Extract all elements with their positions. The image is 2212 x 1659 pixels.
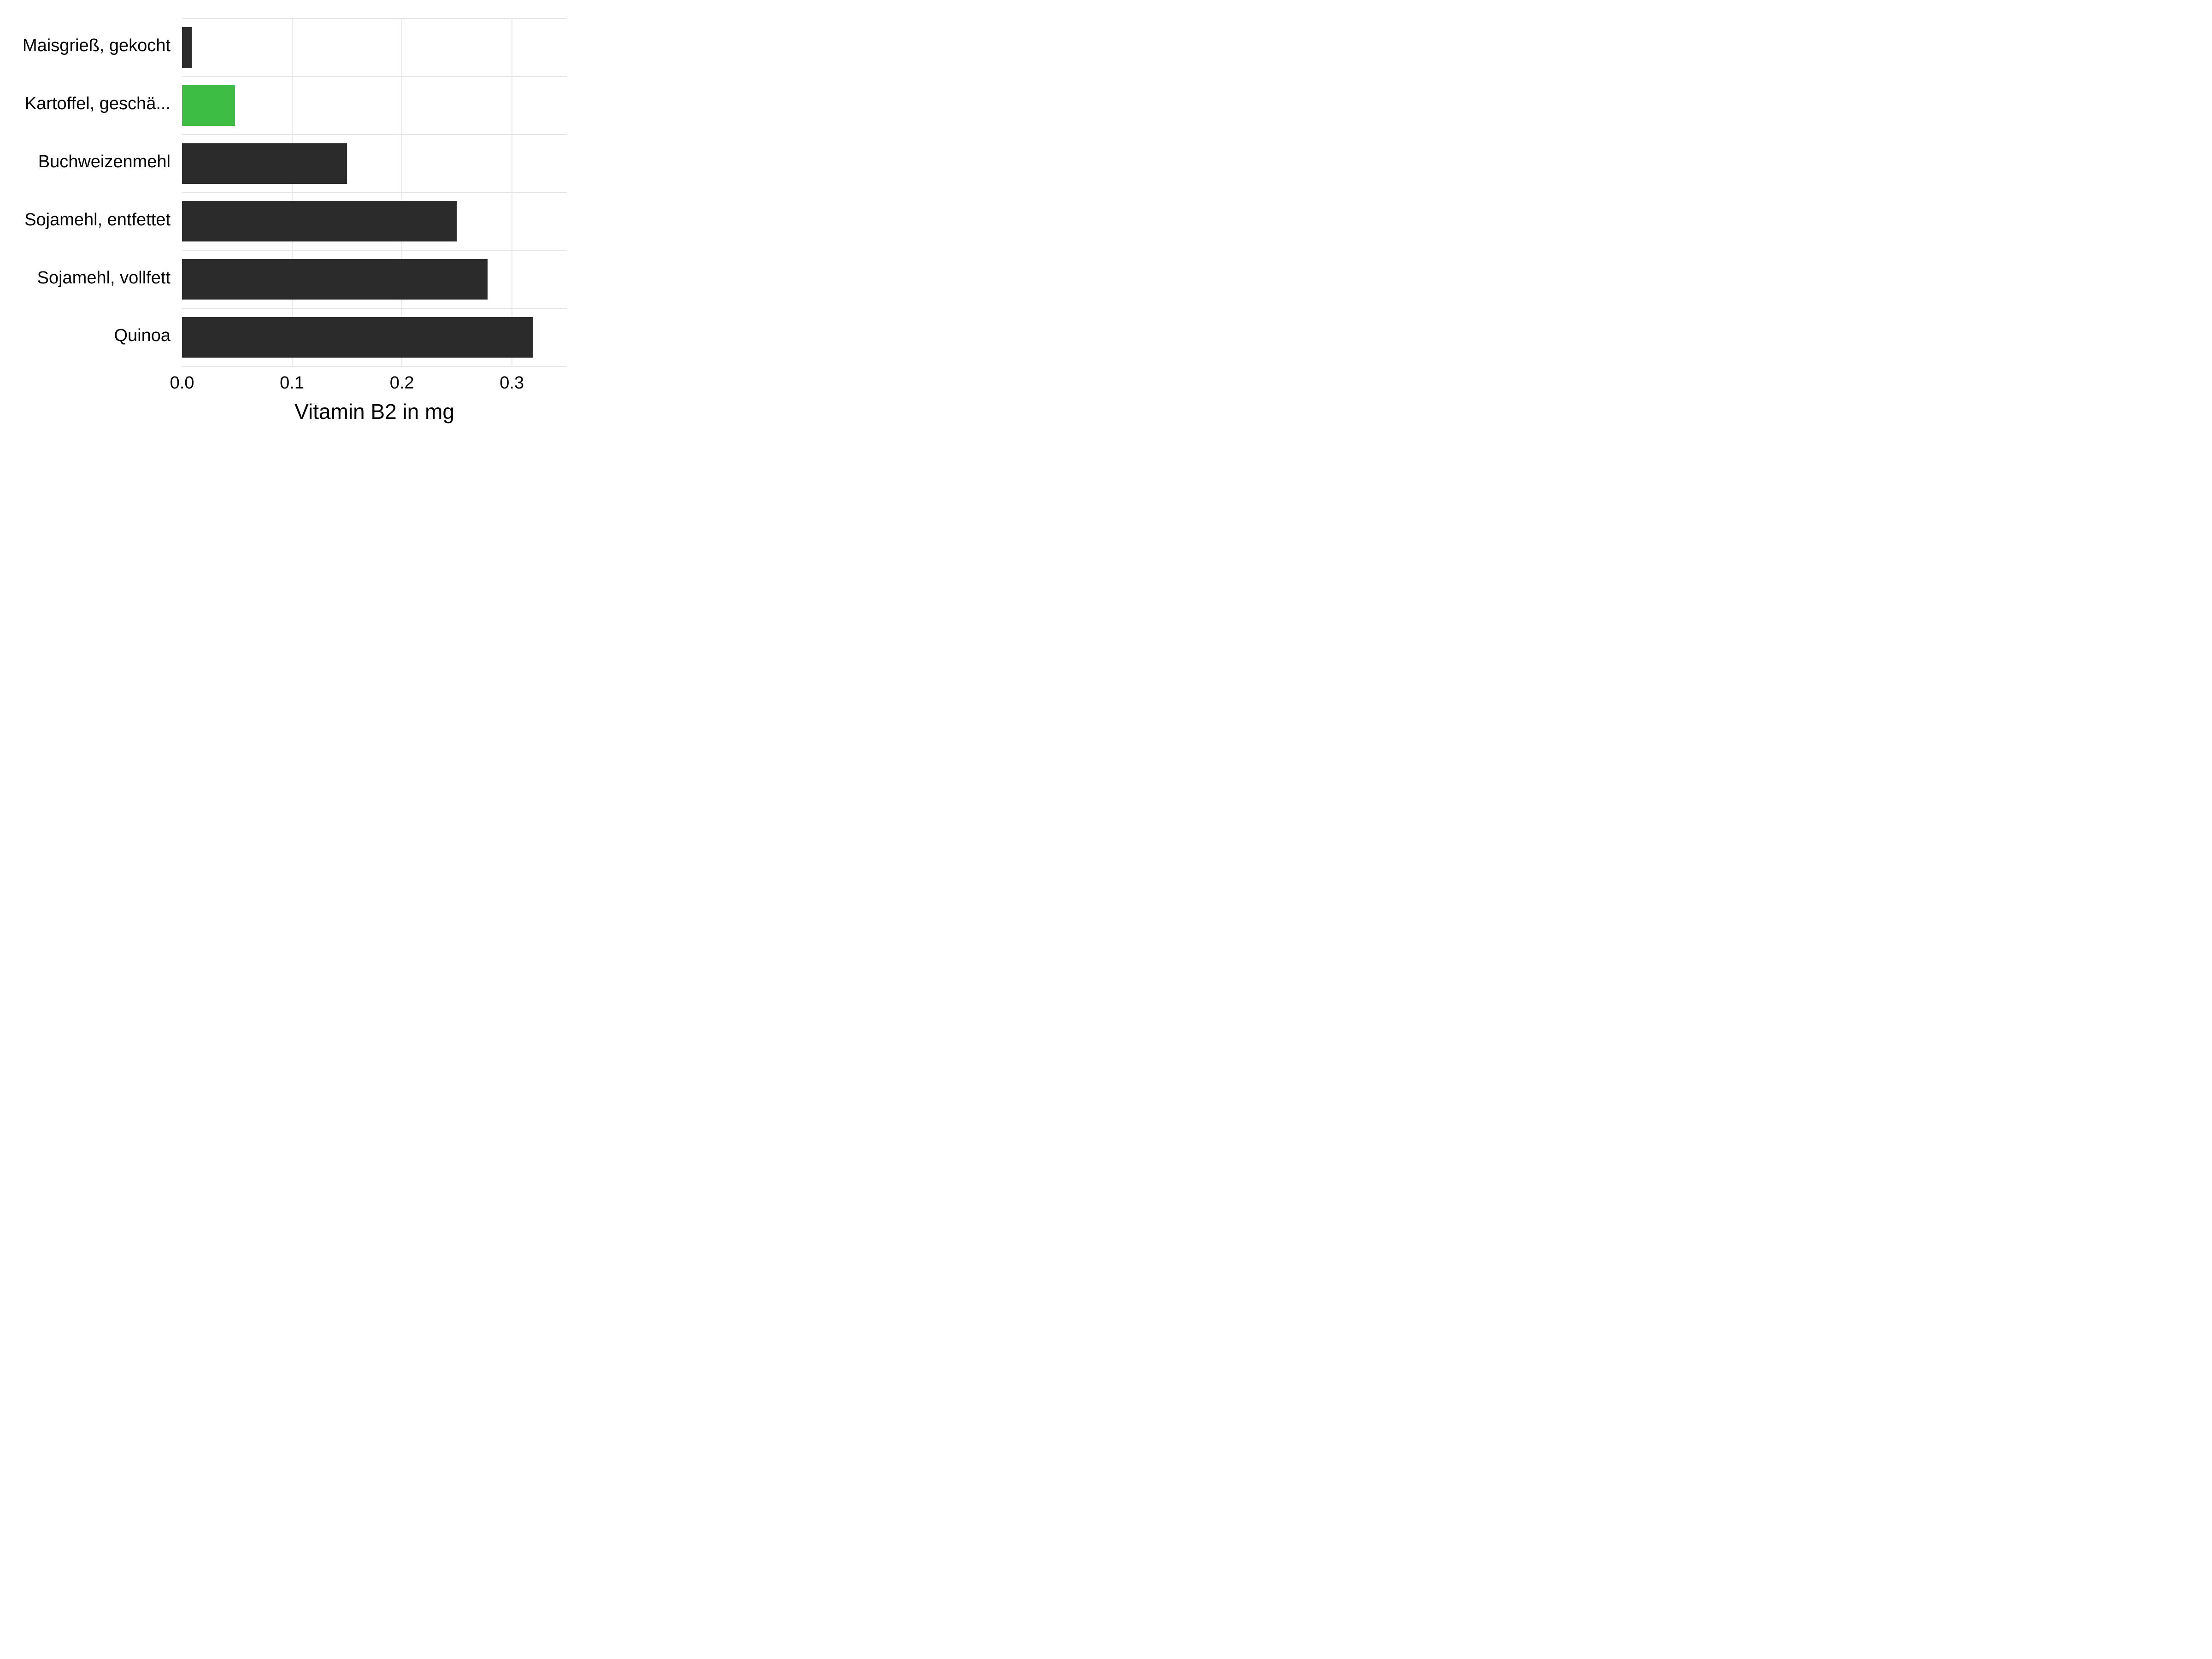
plot-area [182, 18, 567, 366]
bar [182, 85, 235, 126]
bar [182, 317, 533, 358]
x-axis-tick: 0.3 [500, 373, 524, 393]
gridline-h [182, 192, 567, 193]
x-axis-tick: 0.0 [170, 373, 194, 393]
x-axis-title: Vitamin B2 in mg [182, 399, 567, 424]
x-axis-tick: 0.2 [390, 373, 414, 393]
bar [182, 259, 488, 300]
bar [182, 201, 457, 241]
y-axis-label: Maisgrieß, gekocht [0, 36, 171, 56]
chart-root: Maisgrieß, gekocht Kartoffel, geschä... Bu… [0, 0, 2212, 442]
gridline-h [182, 18, 567, 19]
bar [182, 27, 192, 68]
bar [182, 143, 347, 184]
gridline-h [182, 134, 567, 135]
gridline-h [182, 308, 567, 309]
gridline-h [182, 250, 567, 251]
y-axis-label: Sojamehl, entfettet [0, 210, 171, 230]
gridline-h [182, 76, 567, 77]
gridline-h [182, 366, 567, 367]
y-axis-label: Quinoa [0, 326, 171, 346]
x-axis-tick: 0.1 [280, 373, 304, 393]
y-axis-label: Kartoffel, geschä... [0, 94, 171, 114]
chart-wrap: Maisgrieß, gekocht Kartoffel, geschä... Bu… [0, 0, 590, 442]
y-axis-label: Buchweizenmehl [0, 152, 171, 172]
y-axis-label: Sojamehl, vollfett [0, 268, 171, 288]
